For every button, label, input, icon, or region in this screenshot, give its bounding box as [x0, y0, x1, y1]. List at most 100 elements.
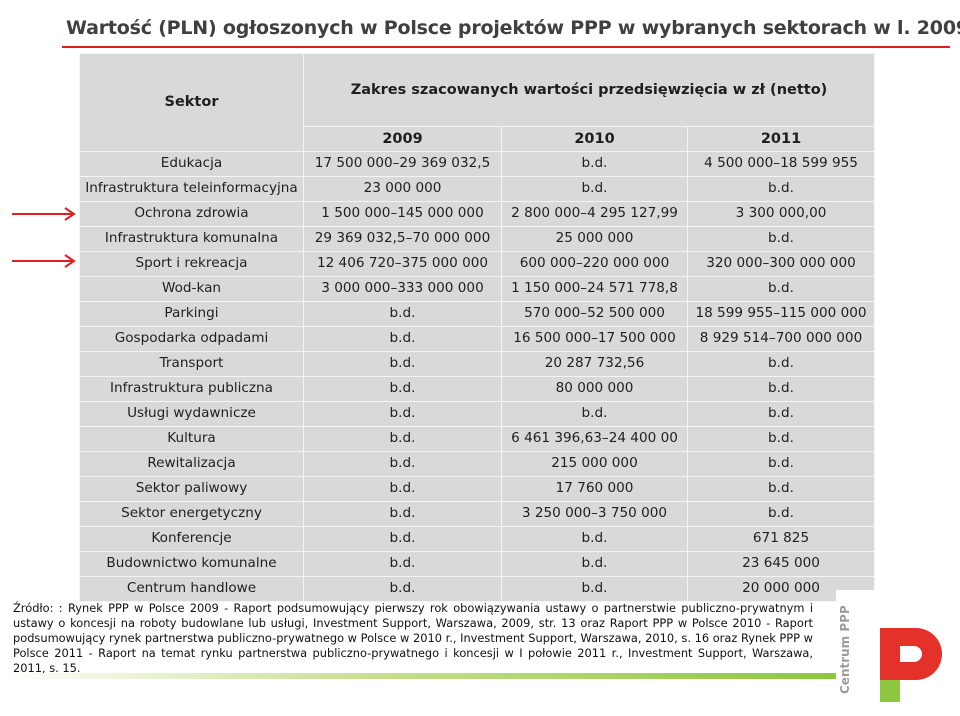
- table-row: Infrastruktura teleinformacyjna 23 000 00…: [79, 176, 876, 202]
- header-year-2011: 2011: [686, 126, 876, 152]
- cell-2010: 80 000 000: [501, 376, 688, 402]
- cell-2009: b.d.: [303, 501, 502, 527]
- cell-2011: 671 825: [686, 526, 876, 552]
- cell-2010: b.d.: [501, 151, 688, 177]
- cell-sector: Rewitalizacja: [79, 451, 304, 477]
- cell-2011: b.d.: [686, 451, 876, 477]
- table-row: Usługi wydawnicze b.d. b.d. b.d.: [79, 401, 876, 427]
- cell-2010: 3 250 000–3 750 000: [501, 501, 688, 527]
- cell-2009: 12 406 720–375 000 000: [303, 251, 502, 277]
- cell-2010: 25 000 000: [501, 226, 688, 252]
- cell-2009: b.d.: [303, 376, 502, 402]
- footer-green-line: [0, 673, 836, 679]
- cell-sector: Wod-kan: [79, 276, 304, 302]
- cell-2010: 20 287 732,56: [501, 351, 688, 377]
- cell-2011: b.d.: [686, 226, 876, 252]
- cell-2010: 1 150 000–24 571 778,8: [501, 276, 688, 302]
- cell-sector: Transport: [79, 351, 304, 377]
- cell-2009: 29 369 032,5–70 000 000: [303, 226, 502, 252]
- table-row: Infrastruktura publiczna b.d. 80 000 000 b.…: [79, 376, 876, 402]
- cell-2010: 6 461 396,63–24 400 00: [501, 426, 688, 452]
- header-value-range: Zakres szacowanych wartości przedsięwzię…: [302, 53, 876, 127]
- ppp-values-table: Sektor Zakres szacowanych wartości przed…: [79, 53, 876, 602]
- table-row: Sport i rekreacja 12 406 720–375 000 000 6…: [79, 251, 876, 277]
- cell-2009: b.d.: [303, 526, 502, 552]
- table-row: Edukacja 17 500 000–29 369 032,5 b.d. 4 500…: [79, 151, 876, 177]
- arrow-right-icon: [12, 207, 76, 221]
- cell-2011: 4 500 000–18 599 955: [686, 151, 876, 177]
- cell-2011: b.d.: [686, 476, 876, 502]
- cell-2009: b.d.: [303, 576, 502, 602]
- cell-2011: b.d.: [686, 376, 876, 402]
- cell-2010: 600 000–220 000 000: [501, 251, 688, 277]
- cell-sector: Infrastruktura komunalna: [79, 226, 304, 252]
- ppp-table-container: Sektor Zakres szacowanych wartości przed…: [79, 53, 876, 602]
- cell-2009: b.d.: [303, 426, 502, 452]
- cell-2009: 17 500 000–29 369 032,5: [303, 151, 502, 177]
- cell-sector: Usługi wydawnicze: [79, 401, 304, 427]
- cell-2009: b.d.: [303, 301, 502, 327]
- table-row: Konferencje b.d. b.d. 671 825: [79, 526, 876, 552]
- cell-2010: b.d.: [501, 576, 688, 602]
- cell-sector: Centrum handlowe: [79, 576, 304, 602]
- cell-2011: b.d.: [686, 351, 876, 377]
- cell-2010: 2 800 000–4 295 127,99: [501, 201, 688, 227]
- cell-2011: b.d.: [686, 501, 876, 527]
- header-year-2009: 2009: [303, 126, 502, 152]
- table-row: Wod-kan 3 000 000–333 000 000 1 150 000–24…: [79, 276, 876, 302]
- cell-sector: Sektor paliwowy: [79, 476, 304, 502]
- cell-2010: b.d.: [501, 526, 688, 552]
- cell-2009: b.d.: [303, 401, 502, 427]
- cell-2010: b.d.: [501, 401, 688, 427]
- cell-2009: 3 000 000–333 000 000: [303, 276, 502, 302]
- cell-2010: b.d.: [501, 176, 688, 202]
- table-row: Infrastruktura komunalna 29 369 032,5–70 …: [79, 226, 876, 252]
- cell-sector: Edukacja: [79, 151, 304, 177]
- cell-2011: 23 645 000: [686, 551, 876, 577]
- cell-2009: b.d.: [303, 551, 502, 577]
- arrow-right-icon: [12, 254, 76, 268]
- cell-sector: Infrastruktura publiczna: [79, 376, 304, 402]
- cell-2011: 8 929 514–700 000 000: [686, 326, 876, 352]
- table-row: Kultura b.d. 6 461 396,63–24 400 00 b.d.: [79, 426, 876, 452]
- cell-sector: Konferencje: [79, 526, 304, 552]
- cell-2009: b.d.: [303, 451, 502, 477]
- table-row: Parkingi b.d. 570 000–52 500 000 18 599 955…: [79, 301, 876, 327]
- cell-2010: 570 000–52 500 000: [501, 301, 688, 327]
- cell-2009: b.d.: [303, 351, 502, 377]
- cell-2009: b.d.: [303, 326, 502, 352]
- table-row: Sektor energetyczny b.d. 3 250 000–3 750 0…: [79, 501, 876, 527]
- cell-2010: b.d.: [501, 551, 688, 577]
- table-row: Sektor paliwowy b.d. 17 760 000 b.d.: [79, 476, 876, 502]
- cell-sector: Sport i rekreacja: [79, 251, 304, 277]
- cell-2009: b.d.: [303, 476, 502, 502]
- table-row: Gospodarka odpadami b.d. 16 500 000–17 500…: [79, 326, 876, 352]
- cell-sector: Sektor energetyczny: [79, 501, 304, 527]
- table-row: Budownictwo komunalne b.d. b.d. 23 645 000: [79, 551, 876, 577]
- table-row: Ochrona zdrowia 1 500 000–145 000 000 2 80…: [79, 201, 876, 227]
- cell-2011: b.d.: [686, 176, 876, 202]
- logo-text: Centrum PPP: [838, 605, 852, 695]
- header-year-2010: 2010: [501, 126, 688, 152]
- cell-2010: 16 500 000–17 500 000: [501, 326, 688, 352]
- cell-2011: b.d.: [686, 276, 876, 302]
- cell-2011: b.d.: [686, 401, 876, 427]
- header-sector: Sektor: [79, 53, 304, 152]
- cell-sector: Kultura: [79, 426, 304, 452]
- centrum-ppp-logo: [836, 590, 960, 716]
- cell-2010: 215 000 000: [501, 451, 688, 477]
- cell-2011: b.d.: [686, 426, 876, 452]
- cell-2011: 18 599 955–115 000 000: [686, 301, 876, 327]
- cell-2011: 320 000–300 000 000: [686, 251, 876, 277]
- cell-2009: 23 000 000: [303, 176, 502, 202]
- source-citation: Źródło: : Rynek PPP w Polsce 2009 - Rapo…: [13, 601, 813, 675]
- cell-sector: Infrastruktura teleinformacyjna: [79, 176, 304, 202]
- cell-2011: 3 300 000,00: [686, 201, 876, 227]
- table-row: Transport b.d. 20 287 732,56 b.d.: [79, 351, 876, 377]
- cell-2009: 1 500 000–145 000 000: [303, 201, 502, 227]
- cell-sector: Parkingi: [79, 301, 304, 327]
- table-row: Rewitalizacja b.d. 215 000 000 b.d.: [79, 451, 876, 477]
- page-title: Wartość (PLN) ogłoszonych w Polsce proje…: [66, 17, 960, 39]
- cell-sector: Ochrona zdrowia: [79, 201, 304, 227]
- table-row: Centrum handlowe b.d. b.d. 20 000 000: [79, 576, 876, 602]
